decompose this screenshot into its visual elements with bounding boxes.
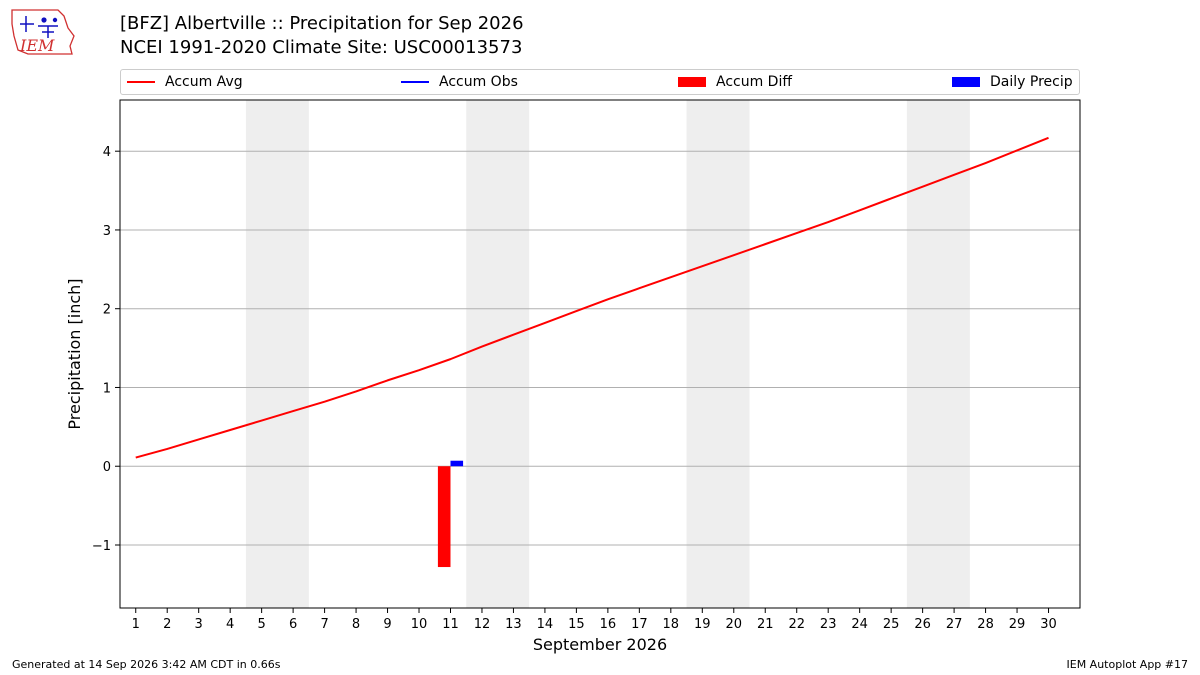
legend-item-accum-avg: Accum Avg <box>127 70 243 94</box>
x-tick-label: 23 <box>820 617 837 632</box>
x-tick-label: 14 <box>537 617 554 632</box>
x-tick-label: 17 <box>631 617 648 632</box>
bar-daily-precip <box>450 460 464 467</box>
legend-item-accum-diff: Accum Diff <box>678 70 792 94</box>
y-axis-label: Precipitation [inch] <box>65 278 84 429</box>
legend-label-accum-obs: Accum Obs <box>439 74 518 90</box>
x-tick-label: 27 <box>946 617 963 632</box>
x-tick-label: 2 <box>163 617 171 632</box>
x-tick-label: 25 <box>883 617 900 632</box>
legend-swatch-accum-avg <box>127 81 155 83</box>
x-tick-label: 4 <box>226 617 234 632</box>
plot-frame <box>119 99 1081 609</box>
iem-logo: IEM <box>11 9 75 55</box>
chart-subtitle: NCEI 1991-2020 Climate Site: USC00013573 <box>120 37 523 58</box>
x-tick-label: 10 <box>411 617 428 632</box>
x-tick-label: 5 <box>257 617 265 632</box>
x-tick-label: 15 <box>568 617 585 632</box>
x-tick-label: 11 <box>442 617 459 632</box>
bar-accum-diff <box>437 466 451 568</box>
x-tick-label: 30 <box>1040 617 1057 632</box>
generated-timestamp: Generated at 14 Sep 2026 3:42 AM CDT in … <box>12 658 281 671</box>
chart-title: [BFZ] Albertville :: Precipitation for S… <box>120 13 524 34</box>
x-tick-label: 19 <box>694 617 711 632</box>
x-tick-label: 3 <box>195 617 203 632</box>
legend-swatch-accum-diff <box>678 77 706 87</box>
legend-item-accum-obs: Accum Obs <box>401 70 518 94</box>
x-tick-label: 24 <box>851 617 868 632</box>
x-tick-label: 21 <box>757 617 774 632</box>
legend-item-daily-precip: Daily Precip <box>952 70 1073 94</box>
chart-legend: Accum Avg Accum Obs Accum Diff Daily Pre… <box>120 69 1080 95</box>
x-tick-label: 20 <box>725 617 742 632</box>
logo-text: IEM <box>19 36 55 55</box>
series-line-accum-avg <box>135 136 1049 459</box>
x-tick-label: 8 <box>352 617 360 632</box>
x-tick-label: 6 <box>289 617 297 632</box>
weekend-band <box>466 100 530 608</box>
x-tick-label: 22 <box>788 617 805 632</box>
x-tick-label: 12 <box>474 617 491 632</box>
x-tick-label: 28 <box>977 617 994 632</box>
x-tick-label: 13 <box>505 617 522 632</box>
x-tick-label: 18 <box>663 617 680 632</box>
legend-label-accum-avg: Accum Avg <box>165 74 243 90</box>
y-tick-label: 0 <box>103 460 111 475</box>
legend-swatch-daily-precip <box>952 77 980 87</box>
weekend-band <box>906 100 970 608</box>
x-tick-label: 9 <box>383 617 391 632</box>
app-label: IEM Autoplot App #17 <box>1066 658 1189 671</box>
x-tick-label: 29 <box>1009 617 1026 632</box>
x-tick-label: 1 <box>132 617 140 632</box>
legend-label-accum-diff: Accum Diff <box>716 74 793 90</box>
y-tick-label: 1 <box>103 381 111 396</box>
legend-label-daily-precip: Daily Precip <box>990 74 1073 90</box>
y-tick-label: 2 <box>103 303 111 318</box>
legend-swatch-accum-obs <box>401 81 429 83</box>
x-tick-label: 7 <box>320 617 328 632</box>
x-axis-label: September 2026 <box>533 635 667 654</box>
x-tick-label: 16 <box>600 617 617 632</box>
weekend-band <box>245 100 309 608</box>
y-tick-label: 3 <box>103 224 111 239</box>
x-tick-label: 26 <box>914 617 931 632</box>
y-tick-label: 4 <box>103 145 111 160</box>
weekend-band <box>686 100 750 608</box>
y-tick-label: −1 <box>92 539 111 554</box>
